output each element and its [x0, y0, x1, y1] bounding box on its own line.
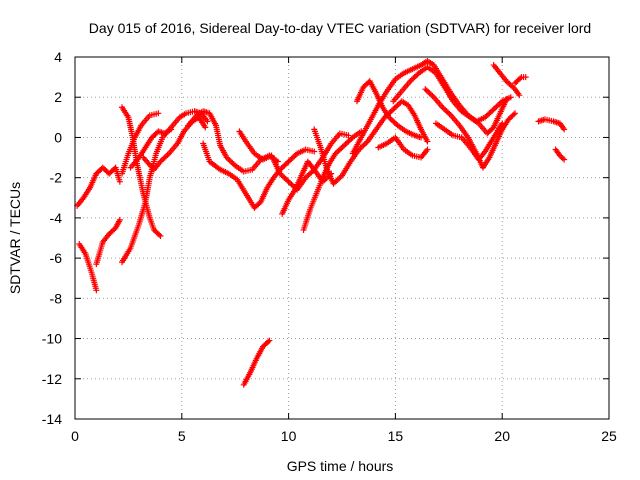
x-tick-label: 25	[601, 428, 617, 444]
series-track-c	[93, 216, 123, 268]
grid	[75, 57, 609, 419]
data-point	[507, 94, 514, 101]
x-tick-label: 0	[71, 428, 79, 444]
data-point	[265, 338, 272, 345]
data-point	[156, 231, 163, 238]
y-tick-label: -14	[42, 411, 62, 427]
data-point	[418, 134, 425, 141]
series-track-v	[490, 62, 523, 99]
x-tick-label: 10	[281, 428, 297, 444]
data-point	[274, 158, 281, 165]
x-tick-label: 20	[494, 428, 510, 444]
series-track-l	[240, 337, 273, 388]
series-track-f	[118, 108, 211, 266]
data-point	[561, 126, 568, 133]
y-tick-label: 0	[54, 129, 62, 145]
data-point	[157, 232, 164, 239]
series-track-j	[200, 140, 318, 211]
data-point	[93, 287, 100, 294]
data-point	[424, 138, 431, 145]
data-point	[512, 110, 519, 117]
y-tick-label: -12	[42, 371, 62, 387]
y-tick-label: 2	[54, 89, 62, 105]
series-track-h	[140, 114, 209, 173]
x-tick-label: 5	[178, 428, 186, 444]
series-track-a	[74, 164, 123, 209]
series-track-u	[432, 120, 506, 163]
data-point	[499, 120, 506, 127]
y-tick-label: -4	[50, 210, 63, 226]
chart-title: Day 015 of 2016, Sidereal Day-to-day VTE…	[89, 20, 591, 36]
y-tick-label: 4	[54, 49, 62, 65]
data-point	[116, 178, 123, 185]
data-marks	[74, 58, 568, 388]
series-track-e	[118, 110, 162, 177]
data-point	[116, 216, 123, 223]
data-point	[311, 148, 318, 155]
series-track-s	[422, 86, 519, 171]
y-tick-label: -10	[42, 331, 62, 347]
series-track-q	[353, 78, 425, 141]
data-point	[266, 337, 273, 344]
data-point	[510, 111, 517, 118]
series-track-n	[300, 128, 365, 233]
y-tick-labels: -14 -12 -10 -8 -6 -4 -2 0 2 4	[42, 49, 62, 427]
data-point	[503, 96, 510, 103]
series-track-b	[76, 241, 100, 294]
data-point	[424, 146, 431, 153]
data-point	[168, 126, 175, 133]
y-axis-label: SDTVAR / TECUs	[7, 182, 23, 294]
series-track-w	[512, 74, 529, 87]
data-point	[522, 74, 529, 81]
y-tick-label: -6	[50, 250, 63, 266]
x-tick-label: 15	[388, 428, 404, 444]
tick-marks	[74, 56, 610, 420]
data-point	[561, 156, 568, 163]
data-point	[202, 124, 209, 131]
y-tick-label: -8	[50, 290, 63, 306]
x-axis-label: GPS time / hours	[287, 458, 394, 474]
series-track-y	[552, 146, 568, 163]
series-track-g	[127, 126, 175, 171]
series-track-x	[535, 116, 568, 133]
data-point	[516, 92, 523, 99]
series-track-o	[311, 98, 431, 187]
series-track-t	[375, 134, 431, 161]
data-point	[204, 118, 211, 125]
series-track-r	[390, 64, 510, 137]
x-tick-labels: 0 5 10 15 20 25	[71, 428, 617, 444]
y-tick-label: -2	[50, 170, 63, 186]
plot-frame	[74, 56, 610, 420]
data-point	[345, 132, 352, 139]
data-point	[517, 75, 524, 82]
data-point	[155, 110, 162, 117]
